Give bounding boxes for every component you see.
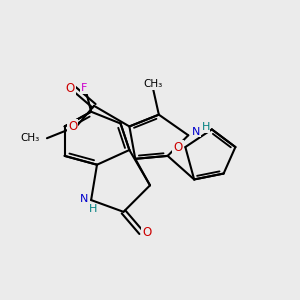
Text: O: O bbox=[142, 226, 152, 239]
Text: CH₃: CH₃ bbox=[20, 133, 40, 143]
Text: O: O bbox=[66, 82, 75, 95]
Text: CH₃: CH₃ bbox=[143, 79, 163, 89]
Text: O: O bbox=[173, 141, 183, 154]
Text: F: F bbox=[81, 83, 87, 93]
Text: H: H bbox=[88, 205, 97, 214]
Text: O: O bbox=[68, 120, 77, 133]
Text: N: N bbox=[192, 127, 200, 137]
Text: H: H bbox=[202, 122, 210, 132]
Text: N: N bbox=[80, 194, 88, 204]
